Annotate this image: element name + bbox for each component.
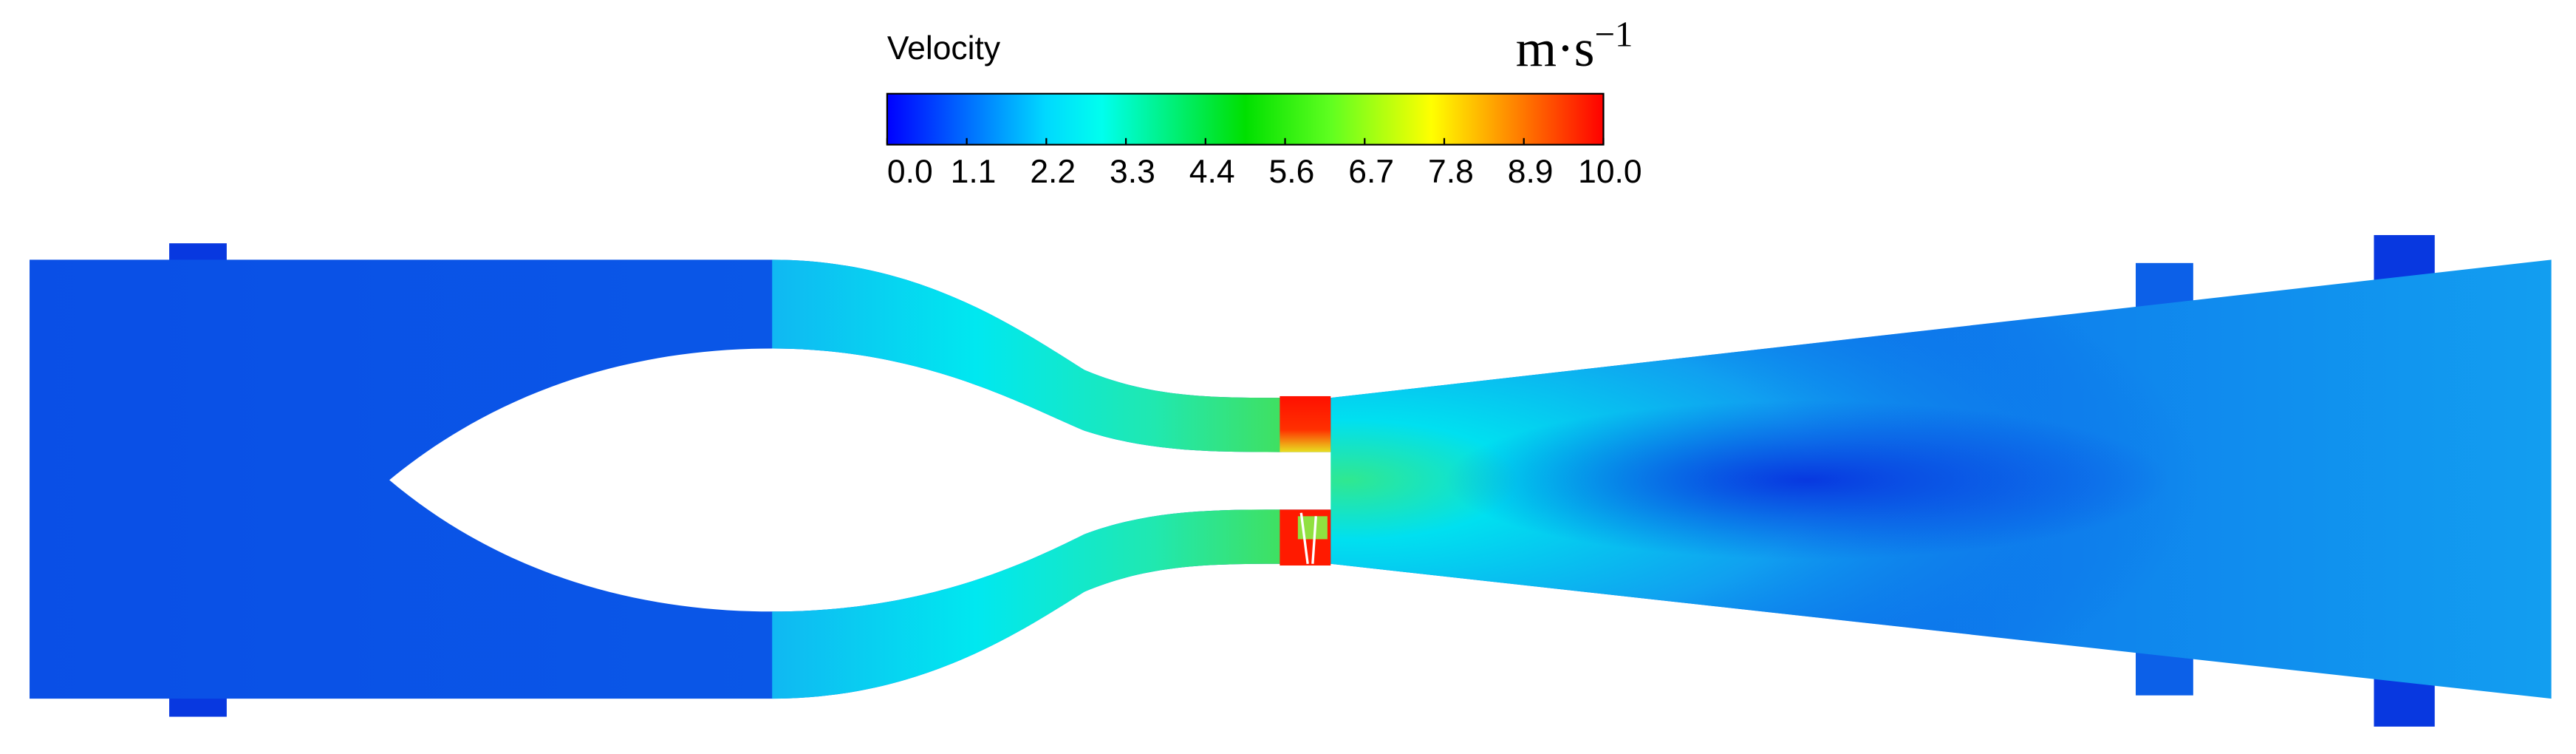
- colorbar-tick-label: 10.0: [1578, 154, 1642, 190]
- colorbar-tick-label: 4.4: [1189, 154, 1235, 190]
- colorbar-title: Velocity: [887, 30, 1001, 67]
- unit-base: m·s: [1516, 20, 1595, 78]
- colorbar-tick-label: 2.2: [1030, 154, 1076, 190]
- flange: [2374, 677, 2435, 727]
- colorbar: [886, 92, 1605, 146]
- colorbar-tick-label: 3.3: [1110, 154, 1155, 190]
- colorbar-ticks: 0.0 1.1 2.2 3.3 4.4 5.6 6.7 7.8 8.9 10.0: [886, 137, 1642, 190]
- colorbar-tick-label: 8.9: [1508, 154, 1554, 190]
- colorbar-tick-label: 6.7: [1348, 154, 1394, 190]
- colorbar-unit: m·s−1: [1516, 13, 1633, 78]
- colorbar-tick-label: 7.8: [1428, 154, 1474, 190]
- lower-channel: [772, 509, 1282, 699]
- colorbar-tick-label: 0.0: [887, 154, 933, 190]
- unit-exponent: −1: [1594, 13, 1633, 54]
- upper-throat: [1280, 395, 1331, 452]
- throat-gap: [1299, 512, 1317, 564]
- colorbar-tick-label: 1.1: [951, 154, 997, 190]
- colorbar-tick-label: 5.6: [1269, 154, 1315, 190]
- diffuser-core: [1445, 259, 2552, 699]
- upper-channel: [772, 259, 1282, 452]
